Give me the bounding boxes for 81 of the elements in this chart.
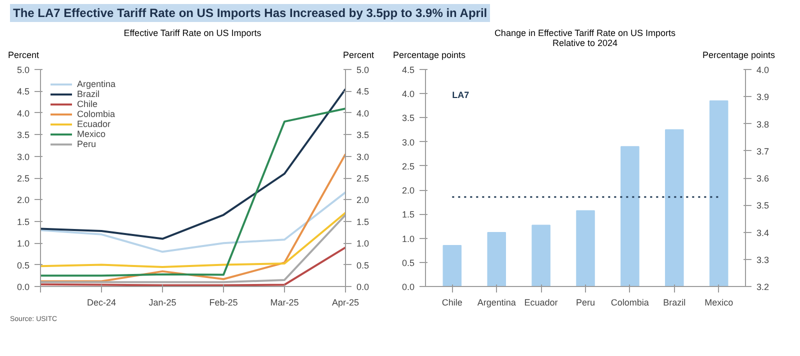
y-axis-title: Percent — [8, 49, 40, 62]
y2-tick-label: 2.5 — [356, 174, 370, 184]
y-tick-label: 4.5 — [402, 65, 415, 75]
line-series — [40, 88, 346, 240]
y2-axis-title: Percent — [342, 49, 374, 62]
y-tick-label: 2.5 — [16, 174, 30, 184]
y2-tick-label: 1.0 — [356, 238, 370, 249]
x-tick-label: Colombia — [610, 298, 649, 308]
chart-title: The LA7 Effective Tariff Rate on US Imports Has Increased by 3.5pp to 3.9% in April — [13, 5, 488, 22]
legend-label: Chile — [77, 99, 98, 109]
y-tick-label: 4.0 — [402, 89, 415, 100]
y2-tick-label: 3.0 — [356, 152, 370, 162]
y-tick-label: 2.5 — [402, 161, 415, 172]
y-tick-label: 1.0 — [16, 238, 30, 249]
x-tick-label: Mexico — [704, 298, 734, 308]
y2-tick-label: 3.5 — [756, 200, 770, 211]
y2-tick-label: 4.0 — [756, 65, 770, 75]
bar — [532, 224, 550, 286]
y-tick-label: 3.5 — [402, 113, 415, 124]
x-tick-label: Feb-25 — [209, 298, 238, 308]
y-tick-label: 1.5 — [16, 216, 30, 227]
line-series — [40, 212, 346, 268]
y-tick-label: 1.5 — [402, 210, 415, 220]
line-series — [40, 108, 346, 277]
y-tick-label: 0.5 — [16, 260, 30, 270]
line-series — [40, 191, 346, 253]
y-tick-label: 5.0 — [16, 65, 30, 75]
legend-label: Argentina — [77, 79, 116, 89]
y2-tick-label: 0.5 — [356, 260, 370, 270]
y2-tick-label: 3.8 — [756, 119, 770, 130]
bar — [576, 210, 595, 286]
y2-tick-label: 4.0 — [356, 108, 370, 118]
y2-tick-label: 0.0 — [356, 282, 370, 292]
y2-tick-label: 3.4 — [756, 228, 770, 238]
chart-title: Change in Effective Tariff Rate on US Imports — [494, 28, 676, 38]
y-tick-label: 4.0 — [16, 108, 30, 118]
y-tick-label: 0.5 — [402, 258, 415, 268]
x-tick-label: Jan-25 — [148, 298, 176, 308]
y2-tick-label: 2.0 — [356, 195, 370, 206]
y-axis-title: Percentage points — [393, 49, 466, 62]
x-tick-label: Brazil — [663, 298, 686, 308]
legend-label: Mexico — [77, 129, 106, 139]
y2-tick-label: 3.7 — [756, 146, 770, 156]
y2-axis-title: Percentage points — [702, 49, 775, 62]
ref-line-label: LA7 — [452, 90, 470, 100]
line-series — [40, 153, 346, 282]
y-tick-label: 3.0 — [16, 152, 30, 162]
y-tick-label: 2.0 — [402, 186, 415, 196]
legend-label: Colombia — [77, 109, 116, 119]
x-tick-label: Ecuador — [524, 298, 558, 308]
x-tick-label: Chile — [442, 298, 462, 308]
y-tick-label: 0.0 — [402, 282, 415, 292]
bar — [665, 129, 684, 286]
y2-tick-label: 3.2 — [756, 282, 770, 292]
y-tick-label: 3.5 — [16, 130, 30, 140]
bar — [620, 146, 640, 286]
y2-tick-label: 4.5 — [356, 86, 370, 97]
y-tick-label: 2.0 — [16, 195, 30, 206]
legend-label: Brazil — [77, 89, 100, 99]
legend-label: Ecuador — [77, 119, 111, 129]
bar — [487, 232, 506, 286]
bar — [442, 245, 462, 286]
bar — [709, 100, 728, 286]
y-tick-label: 1.0 — [402, 234, 415, 244]
y2-tick-label: 3.5 — [356, 130, 370, 140]
y2-tick-label: 5.0 — [356, 65, 370, 75]
y2-tick-label: 3.9 — [756, 92, 770, 102]
chart-subtitle: Effective Tariff Rate on US Imports — [124, 28, 262, 38]
y2-tick-label: 3.6 — [756, 174, 770, 184]
y-tick-label: 0.0 — [16, 282, 30, 292]
y2-tick-label: 1.5 — [356, 216, 370, 227]
y-tick-label: 3.0 — [402, 137, 415, 148]
x-tick-label: Dec-24 — [86, 298, 116, 308]
x-tick-label: Apr-25 — [332, 298, 360, 308]
chart-subtitle: Relative to 2024 — [552, 38, 618, 48]
x-tick-label: Argentina — [477, 298, 516, 308]
x-tick-label: Mar-25 — [270, 298, 299, 308]
y-tick-label: 4.5 — [16, 86, 30, 97]
legend-label: Peru — [77, 139, 97, 149]
x-tick-label: Peru — [576, 298, 596, 308]
y2-tick-label: 3.3 — [756, 254, 770, 265]
